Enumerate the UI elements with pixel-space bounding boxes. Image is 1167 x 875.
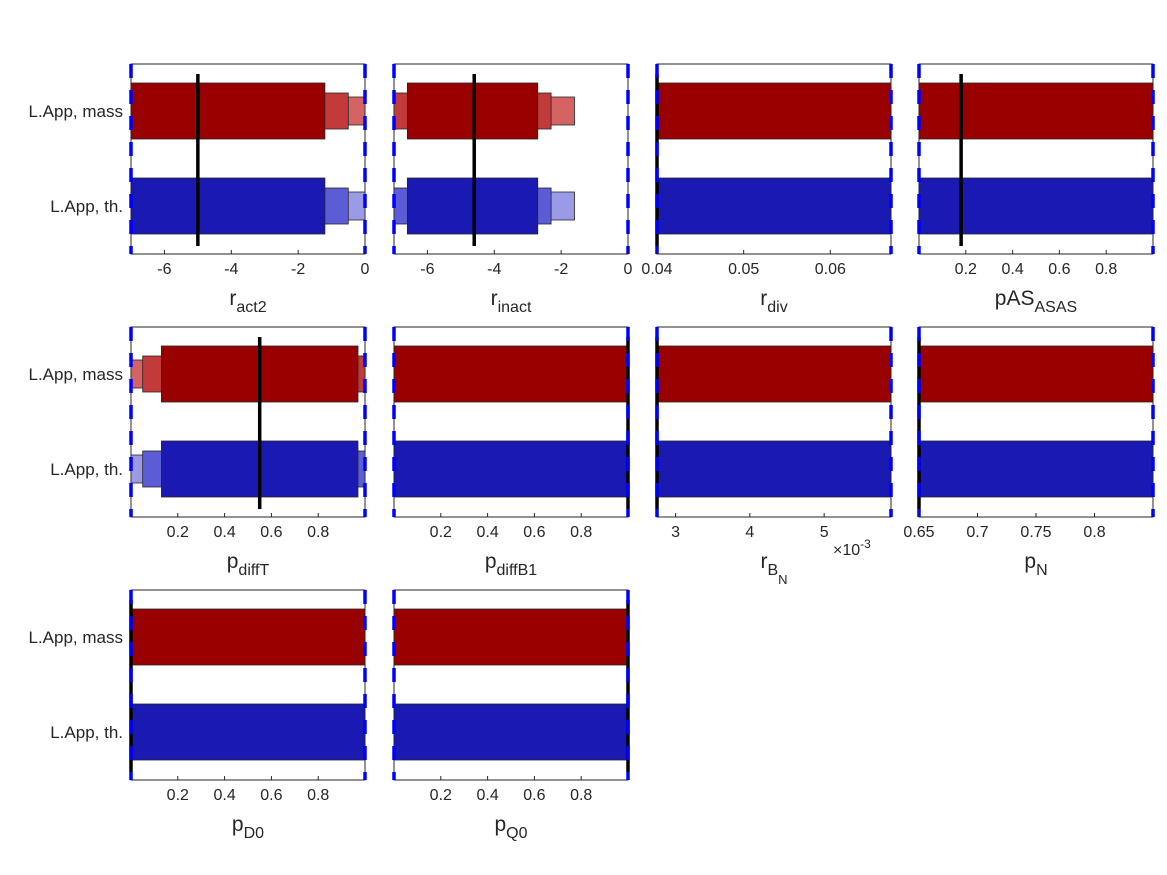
panel-8: 0.65 0.7 0.75 0.8 pN xyxy=(903,326,1155,579)
x-tick-label: 5 xyxy=(820,524,829,541)
x-tick-label: -6 xyxy=(157,261,171,278)
x-tick-label: 0.8 xyxy=(570,787,592,804)
x-tick-label: -2 xyxy=(554,261,568,278)
x-tick-label: 0.2 xyxy=(430,787,452,804)
x-tick-label: 0.6 xyxy=(523,787,545,804)
x-tick-label: 0.8 xyxy=(1095,261,1117,278)
x-axis-label: pdiffT xyxy=(227,550,270,579)
x-tick-label: 0.4 xyxy=(213,787,235,804)
th-bar-layer-3 xyxy=(918,177,1154,235)
mass-bar-layer-3 xyxy=(393,608,629,666)
mass-bar-layer-3 xyxy=(918,82,1154,140)
x-tick-label: 0.8 xyxy=(570,524,592,541)
x-tick-label: -6 xyxy=(420,261,434,278)
x-tick-label: 0.05 xyxy=(728,261,759,278)
x-axis-label: pASASAS xyxy=(995,287,1077,316)
panel-7: 3 4 5 rBN ×10-3 xyxy=(655,326,893,587)
panel-2: -6 -4 -2 0 rinact xyxy=(392,63,633,316)
x-axis-label: rBN xyxy=(760,550,787,587)
mass-bar-layer-3 xyxy=(656,345,892,403)
th-bar-layer-3 xyxy=(918,440,1154,498)
x-tick-label: 0.2 xyxy=(167,787,189,804)
row-label: L.App, mass xyxy=(29,365,124,384)
x-tick-label: -4 xyxy=(224,261,238,278)
x-tick-label: 3 xyxy=(671,524,680,541)
x-tick-label: 0 xyxy=(624,261,633,278)
x-axis-label: pdiffB1 xyxy=(485,550,537,579)
x-axis-label: pQ0 xyxy=(494,813,527,842)
th-bar-layer-3 xyxy=(130,177,326,235)
x-tick-label: 0.06 xyxy=(815,261,846,278)
panel-1: -6 -4 -2 0 ract2 L.App, mass L.App, th. xyxy=(29,63,370,316)
x-tick-label: 0.6 xyxy=(260,787,282,804)
x-tick-label: 0.4 xyxy=(476,787,498,804)
mass-bar-layer-3 xyxy=(130,608,366,666)
mass-bar-layer-3 xyxy=(656,82,892,140)
x-tick-label: 0.6 xyxy=(523,524,545,541)
x-tick-label: 0.7 xyxy=(966,524,988,541)
panel-5: 0.2 0.4 0.6 0.8 pdiffT L.App, mass L.App, th. xyxy=(29,326,367,579)
row-label: L.App, mass xyxy=(29,102,124,121)
row-label: L.App, th. xyxy=(50,197,123,216)
x-tick-label: 0.2 xyxy=(430,524,452,541)
panel-3: 0.04 0.05 0.06 rdiv xyxy=(641,63,893,316)
x-tick-label: -2 xyxy=(291,261,305,278)
x-tick-label: 0.04 xyxy=(641,261,672,278)
mass-bar-layer-3 xyxy=(918,345,1154,403)
x-tick-label: 0.4 xyxy=(213,524,235,541)
x-tick-label: 0.4 xyxy=(1001,261,1023,278)
panel-10: 0.2 0.4 0.6 0.8 pQ0 xyxy=(392,589,630,842)
x-tick-label: 0.2 xyxy=(167,524,189,541)
x-tick-label: 0.65 xyxy=(903,524,934,541)
th-bar-layer-3 xyxy=(656,440,892,498)
mass-bar-layer-3 xyxy=(130,82,326,140)
x-tick-label: 0.6 xyxy=(1048,261,1070,278)
x-axis-label: pD0 xyxy=(232,813,264,842)
row-label: L.App, th. xyxy=(50,460,123,479)
row-label: L.App, th. xyxy=(50,723,123,742)
x-tick-label: -4 xyxy=(487,261,501,278)
axis-multiplier: ×10-3 xyxy=(833,537,871,559)
x-axis-label: rdiv xyxy=(760,287,787,316)
panel-4: 0.2 0.4 0.6 0.8 pASASAS xyxy=(917,63,1155,316)
x-axis-label: pN xyxy=(1024,550,1047,579)
x-tick-label: 0.2 xyxy=(955,261,977,278)
x-axis-label: rinact xyxy=(491,287,532,316)
th-bar-layer-3 xyxy=(393,440,629,498)
panel-6: 0.2 0.4 0.6 0.8 pdiffB1 xyxy=(392,326,630,579)
x-tick-label: 0 xyxy=(361,261,370,278)
x-tick-label: 0.8 xyxy=(307,524,329,541)
panel-9: 0.2 0.4 0.6 0.8 pD0 L.App, mass L.App, th. xyxy=(29,589,367,842)
x-axis-label: ract2 xyxy=(229,287,266,316)
th-bar-layer-3 xyxy=(393,703,629,761)
x-tick-label: 0.4 xyxy=(476,524,498,541)
x-tick-label: 0.6 xyxy=(260,524,282,541)
row-label: L.App, mass xyxy=(29,628,124,647)
x-tick-label: 0.75 xyxy=(1020,524,1051,541)
th-bar-layer-3 xyxy=(130,703,366,761)
th-bar-layer-3 xyxy=(656,177,892,235)
x-tick-label: 4 xyxy=(745,524,754,541)
mass-bar-layer-3 xyxy=(393,345,629,403)
x-tick-label: 0.8 xyxy=(307,787,329,804)
x-tick-label: 0.8 xyxy=(1083,524,1105,541)
